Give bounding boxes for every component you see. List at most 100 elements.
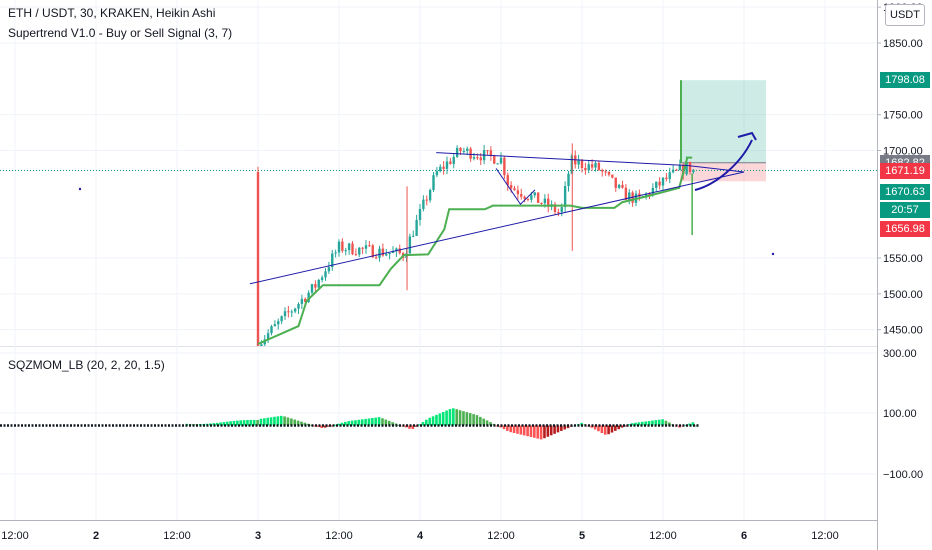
squeeze-histogram: [0, 408, 699, 440]
candle-body: [557, 212, 560, 214]
squeeze-bar: [475, 415, 479, 426]
price-tag: 1671.19: [880, 163, 930, 180]
squeeze-bar: [269, 417, 273, 426]
squeeze-bar: [563, 425, 567, 430]
candle-body: [374, 257, 378, 259]
candle-body: [587, 164, 590, 171]
squeeze-bar: [242, 420, 246, 426]
candle-body: [260, 344, 263, 346]
squeeze-bar: [293, 419, 297, 426]
candle-body: [688, 161, 692, 173]
candle-body: [266, 333, 270, 340]
candle-body: [310, 284, 314, 293]
candle-body: [621, 184, 624, 188]
candle-body: [665, 177, 668, 180]
arrow-head: [737, 131, 757, 141]
supertrend-legend[interactable]: Supertrend V1.0 - Buy or Sell Signal (3,…: [8, 26, 233, 40]
squeeze-bar: [381, 418, 384, 426]
candle-body: [509, 185, 513, 189]
candle-body: [293, 308, 297, 312]
price-tick-label: 1550.00: [883, 253, 923, 265]
candle-body: [452, 156, 455, 164]
candle-body: [256, 172, 260, 346]
currency-button[interactable]: USDT: [885, 4, 925, 26]
chart-title[interactable]: ETH / USDT, 30, KRAKEN, Heikin Ashi: [8, 6, 216, 20]
squeeze-bar: [654, 420, 658, 426]
squeeze-bar: [691, 422, 695, 426]
candle-body: [388, 252, 391, 255]
squeeze-legend[interactable]: SQZMOM_LB (20, 2, 20, 1.5): [8, 358, 165, 372]
squeeze-bar: [634, 422, 637, 426]
candle-body: [283, 311, 287, 317]
squeeze-bar: [695, 425, 698, 427]
squeeze-bar: [252, 419, 256, 426]
candle-body: [584, 167, 587, 171]
candle-body: [668, 172, 671, 180]
squeeze-bar: [263, 418, 266, 426]
squeeze-bar: [627, 424, 631, 426]
squeeze-bar: [411, 425, 415, 430]
squeeze-bar: [485, 420, 489, 426]
squeeze-bar: [300, 421, 303, 426]
candle-body: [513, 188, 516, 191]
squeeze-bar: [354, 420, 357, 426]
price-tick-label: 1700.00: [883, 146, 923, 158]
price-tag: 20:57: [880, 201, 930, 218]
candle-body: [351, 243, 354, 255]
squeeze-bar: [239, 420, 243, 426]
time-label: 12:00: [811, 530, 839, 542]
candle-body: [506, 175, 509, 186]
squeeze-bar: [296, 420, 300, 426]
squeeze-bar: [350, 420, 354, 426]
candle-body: [577, 160, 580, 165]
squeeze-bar: [543, 425, 546, 439]
candle-body: [354, 254, 358, 256]
squeeze-bar: [647, 421, 651, 426]
squeeze-bar: [556, 425, 560, 433]
long-position-tool[interactable]: [0, 80, 877, 182]
squeeze-bar: [580, 422, 583, 426]
squeeze-bar: [458, 410, 462, 426]
squeeze-bar: [560, 425, 563, 431]
osc-tick-label: 300.00: [883, 348, 917, 360]
squeeze-bar: [435, 414, 438, 426]
candle-body: [479, 157, 482, 161]
squeeze-bar: [509, 425, 513, 433]
trendline-drawings[interactable]: [78, 131, 775, 285]
candle-body: [327, 267, 331, 272]
squeeze-bar: [600, 425, 604, 433]
candle-body: [567, 173, 570, 187]
squeeze-bar: [236, 420, 239, 426]
candle-body: [428, 189, 432, 201]
squeeze-bar: [506, 425, 509, 431]
squeeze-bar: [222, 422, 226, 426]
squeeze-bar: [549, 425, 553, 436]
squeeze-bar: [320, 425, 324, 428]
squeeze-bar: [371, 418, 374, 426]
candle-body: [270, 326, 273, 334]
candle-body: [496, 163, 499, 165]
squeeze-bar: [664, 420, 668, 426]
squeeze-bar: [414, 425, 418, 427]
squeeze-bar: [465, 412, 469, 426]
squeeze-bar: [333, 424, 337, 426]
squeeze-bar: [603, 425, 607, 435]
squeeze-bar: [445, 410, 448, 426]
candle-body: [520, 194, 523, 197]
candle-body: [692, 169, 695, 173]
squeeze-bar: [614, 425, 617, 431]
squeeze-bar: [323, 425, 327, 428]
squeeze-bar: [408, 425, 411, 429]
candle-body: [675, 169, 678, 171]
squeeze-bar: [259, 418, 263, 426]
candle-body: [617, 184, 621, 188]
candle-body: [415, 219, 418, 236]
candle-body: [543, 198, 547, 204]
squeeze-bar: [290, 418, 293, 426]
squeeze-bar: [438, 413, 442, 426]
time-label: 4: [417, 530, 424, 542]
candle-body: [530, 195, 533, 200]
candle-body: [597, 162, 601, 170]
